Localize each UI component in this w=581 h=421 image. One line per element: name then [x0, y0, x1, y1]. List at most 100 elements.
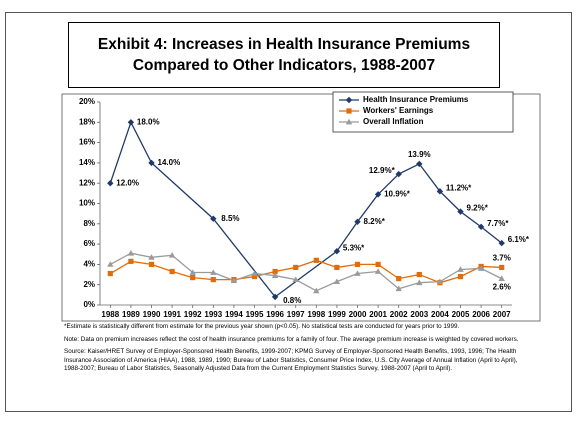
data-point — [293, 264, 299, 271]
x-tick-label: 1994 — [225, 310, 243, 319]
y-tick-label: 8% — [83, 219, 95, 228]
data-label: 6.1%* — [508, 235, 530, 244]
data-label: 11.2%* — [446, 183, 472, 192]
x-tick-label: 2001 — [369, 310, 387, 319]
x-tick-label: 1989 — [122, 310, 140, 319]
data-point — [148, 254, 155, 260]
y-tick-label: 2% — [83, 280, 95, 289]
data-point — [271, 272, 279, 278]
data-label: 3.7% — [493, 254, 511, 263]
data-point — [416, 160, 423, 168]
data-point — [127, 250, 135, 256]
y-tick-label: 18% — [79, 117, 95, 126]
data-point — [396, 276, 402, 282]
x-tick-label: 1990 — [143, 310, 161, 319]
data-label: 7.7%* — [487, 219, 509, 228]
data-point — [148, 261, 155, 267]
y-tick-label: 0% — [83, 300, 95, 309]
data-point — [272, 268, 278, 275]
legend-marker — [345, 118, 353, 125]
data-label: 0.8% — [283, 296, 301, 305]
footnote: *Estimate is statistically different fro… — [64, 323, 460, 330]
legend-label: Health Insurance Premiums — [363, 95, 469, 104]
data-point — [107, 261, 114, 267]
data-label: 2.6% — [493, 283, 511, 292]
footnote: Note: Data on premium increases reflect … — [64, 335, 519, 343]
data-point — [333, 248, 341, 255]
x-tick-label: 2003 — [410, 310, 428, 319]
x-tick-label: 2004 — [431, 310, 449, 319]
x-tick-label: 2002 — [390, 310, 408, 319]
y-tick-label: 16% — [79, 138, 95, 147]
data-point — [457, 273, 464, 280]
legend-marker — [346, 108, 352, 114]
data-point — [477, 223, 485, 231]
data-point — [271, 293, 279, 301]
x-tick-label: 1997 — [287, 310, 305, 319]
data-label: 10.9%* — [384, 189, 411, 198]
data-point — [457, 208, 464, 215]
x-tick-label: 1991 — [163, 310, 181, 319]
data-point — [107, 270, 113, 277]
data-point — [251, 270, 258, 276]
data-label: 13.9% — [408, 150, 431, 159]
x-tick-label: 1992 — [184, 310, 202, 319]
data-point — [457, 266, 464, 272]
data-point — [168, 252, 176, 258]
data-point — [395, 285, 402, 292]
legend-marker — [345, 96, 353, 104]
data-point — [313, 287, 320, 294]
legend-label: Workers' Earnings — [363, 106, 434, 115]
data-point — [292, 276, 299, 283]
data-point — [498, 239, 505, 247]
legend-box — [332, 91, 514, 133]
y-tick-label: 14% — [79, 158, 95, 167]
data-point — [189, 269, 196, 275]
data-point — [374, 268, 382, 274]
data-point — [148, 159, 155, 167]
data-point — [127, 119, 135, 126]
y-tick-label: 12% — [79, 178, 95, 187]
x-tick-label: 1996 — [266, 310, 284, 319]
data-point — [354, 218, 361, 225]
x-tick-label: 1995 — [246, 310, 264, 319]
chart-frame — [61, 93, 541, 322]
chart-title: Exhibit 4: Increases in Health Insurance… — [68, 22, 500, 88]
data-point — [436, 278, 444, 285]
data-point — [210, 269, 217, 275]
data-point — [333, 278, 341, 285]
x-tick-label: 2006 — [472, 310, 490, 319]
x-tick-label: 1993 — [204, 310, 222, 319]
x-tick-label: 1999 — [328, 310, 346, 319]
footnotes: *Estimate is statistically different fro… — [64, 323, 532, 378]
series-line — [109, 120, 503, 298]
data-point — [477, 265, 485, 271]
data-point — [190, 274, 196, 281]
data-point — [128, 258, 134, 264]
data-point — [354, 261, 361, 267]
data-label: 14.0% — [158, 158, 181, 167]
y-tick-label: 20% — [79, 97, 95, 106]
data-point — [395, 170, 402, 178]
data-label: 8.2%* — [364, 217, 386, 226]
data-point — [375, 261, 381, 267]
data-point — [210, 215, 217, 222]
data-point — [354, 270, 361, 276]
x-tick-label: 1998 — [307, 310, 325, 319]
x-tick-label: 2000 — [349, 310, 367, 319]
data-label: 9.2%* — [467, 204, 489, 213]
data-point — [169, 268, 175, 275]
x-tick-label: 2005 — [452, 310, 470, 319]
data-label: 12.0% — [116, 178, 139, 187]
data-point — [498, 275, 505, 282]
y-tick-label: 4% — [83, 260, 95, 269]
footnote: Source: Kaiser/HRET Survey of Employer-S… — [64, 348, 518, 373]
x-tick-label: 1988 — [101, 310, 119, 319]
data-label: 8.5% — [221, 214, 239, 223]
data-label: 5.3%* — [343, 243, 365, 252]
data-point — [416, 271, 422, 278]
data-point — [436, 188, 444, 195]
data-label: 18.0% — [137, 117, 160, 126]
data-point — [499, 264, 505, 271]
